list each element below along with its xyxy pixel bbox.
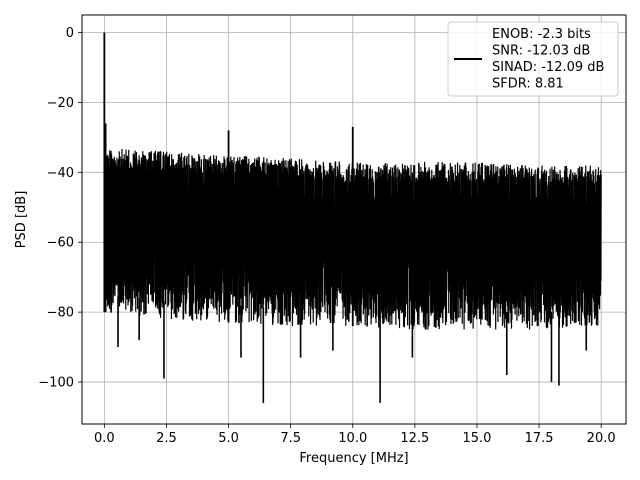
x-tick-label: 2.5 <box>156 431 177 446</box>
x-tick-label: 12.5 <box>400 431 429 446</box>
y-tick-label: −20 <box>47 96 74 111</box>
y-axis-ticks: 0 −20 −40 −60 −80 −100 <box>38 26 82 391</box>
y-tick-label: −100 <box>38 376 74 391</box>
y-tick-label: −60 <box>47 236 74 251</box>
x-tick-label: 17.5 <box>525 431 554 446</box>
y-tick-label: 0 <box>66 26 74 41</box>
x-tick-label: 0.0 <box>94 431 115 446</box>
legend-box <box>447 21 619 97</box>
legend-entry-sfdr: SFDR: 8.81 <box>492 77 564 92</box>
y-tick-label: −40 <box>47 166 74 181</box>
legend: ENOB: -2.3 bits SNR: -12.03 dB SINAD: -1… <box>447 21 619 97</box>
x-tick-label: 7.5 <box>280 431 301 446</box>
legend-entry-enob: ENOB: -2.3 bits <box>492 27 591 42</box>
x-tick-label: 10.0 <box>338 431 367 446</box>
x-tick-label: 20.0 <box>587 431 616 446</box>
plot-area <box>103 32 602 404</box>
y-axis-label: PSD [dB] <box>14 191 29 249</box>
axes-frame <box>81 14 627 425</box>
legend-entry-snr: SNR: -12.03 dB <box>492 44 590 59</box>
x-axis-ticks: 0.0 2.5 5.0 7.5 10.0 12.5 15.0 17.5 20.0 <box>94 424 616 446</box>
x-tick-label: 5.0 <box>218 431 239 446</box>
x-axis-label: Frequency [MHz] <box>299 451 408 466</box>
x-tick-label: 15.0 <box>462 431 491 446</box>
y-tick-label: −80 <box>47 306 74 321</box>
legend-entry-sinad: SINAD: -12.09 dB <box>492 60 604 75</box>
